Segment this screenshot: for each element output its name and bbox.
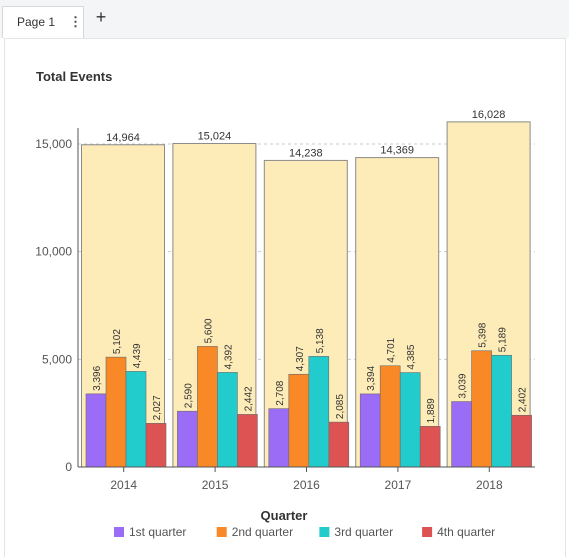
legend-label: 4th quarter [437, 525, 495, 539]
quarter-bar [105, 356, 127, 468]
quarter-bar [145, 423, 167, 468]
quarter-value-label: 3,039 [458, 373, 469, 398]
legend-swatch [114, 527, 124, 537]
y-tick-label: 10,000 [35, 245, 72, 259]
quarter-value-label: 2,402 [518, 387, 529, 412]
quarter-bar [308, 356, 330, 468]
quarter-value-label: 5,189 [498, 327, 509, 352]
legend-swatch [422, 527, 433, 537]
quarter-bar [237, 414, 258, 468]
quarter-bar [399, 372, 421, 468]
total-label: 14,369 [380, 145, 414, 157]
quarter-value-label: 2,708 [275, 380, 286, 405]
quarter-bar [419, 426, 441, 468]
y-tick-label: 5,000 [42, 352, 72, 366]
quarter-bar [379, 365, 401, 468]
tab-page-1[interactable]: Page 1 ⋮ [2, 6, 84, 38]
x-tick-label: 2015 [202, 478, 229, 492]
x-axis-title: Quarter [261, 508, 308, 523]
quarter-bar [268, 408, 290, 468]
quarter-bar [491, 354, 512, 468]
legend-label: 3rd quarter [334, 525, 393, 539]
plus-icon[interactable]: + [95, 7, 107, 27]
legend-label: 2nd quarter [232, 525, 293, 539]
quarter-bar [288, 373, 310, 468]
quarter-value-label: 5,138 [315, 328, 326, 353]
quarter-bar [125, 371, 147, 468]
quarter-value-label: 2,085 [335, 394, 346, 419]
tab-bar: Page 1 ⋮ + [0, 0, 569, 38]
quarter-value-label: 3,396 [92, 365, 103, 390]
quarter-bar [511, 414, 532, 468]
chart-title: Total Events [36, 69, 113, 84]
total-label: 14,964 [106, 132, 140, 144]
quarter-value-label: 1,889 [426, 398, 437, 423]
quarter-value-label: 2,442 [243, 386, 254, 411]
legend-label: 1st quarter [129, 525, 186, 539]
legend-swatch [319, 527, 330, 537]
more-vertical-icon[interactable]: ⋮ [69, 14, 82, 29]
quarter-value-label: 2,590 [183, 383, 194, 408]
y-tick-label: 15,000 [35, 137, 72, 151]
quarter-value-label: 4,701 [386, 337, 397, 362]
quarter-value-label: 4,307 [295, 346, 306, 371]
quarter-bar [471, 350, 492, 468]
quarter-bar [217, 372, 238, 468]
quarter-value-label: 3,394 [366, 365, 377, 390]
quarter-bar [197, 346, 218, 468]
quarter-bar [177, 410, 198, 468]
quarter-value-label: 5,600 [203, 318, 214, 343]
quarter-bar [451, 401, 472, 468]
x-tick-label: 2018 [476, 478, 503, 492]
quarter-value-label: 5,398 [478, 322, 489, 347]
quarter-value-label: 4,385 [406, 344, 417, 369]
quarter-bar [359, 393, 381, 468]
y-tick-label: 0 [65, 460, 72, 474]
quarter-value-label: 4,439 [132, 343, 143, 368]
quarter-value-label: 4,392 [223, 344, 234, 369]
total-label: 16,028 [472, 109, 506, 121]
quarter-value-label: 5,102 [112, 329, 123, 354]
total-label: 15,024 [198, 130, 232, 142]
quarter-bar [328, 421, 350, 468]
x-tick-label: 2017 [385, 478, 412, 492]
quarter-bar [85, 393, 107, 468]
legend-swatch [216, 527, 227, 537]
x-tick-label: 2016 [293, 478, 320, 492]
tab-label: Page 1 [17, 15, 56, 29]
quarter-value-label: 2,027 [152, 395, 163, 420]
total-label: 14,238 [289, 147, 323, 159]
x-tick-label: 2014 [110, 478, 137, 492]
